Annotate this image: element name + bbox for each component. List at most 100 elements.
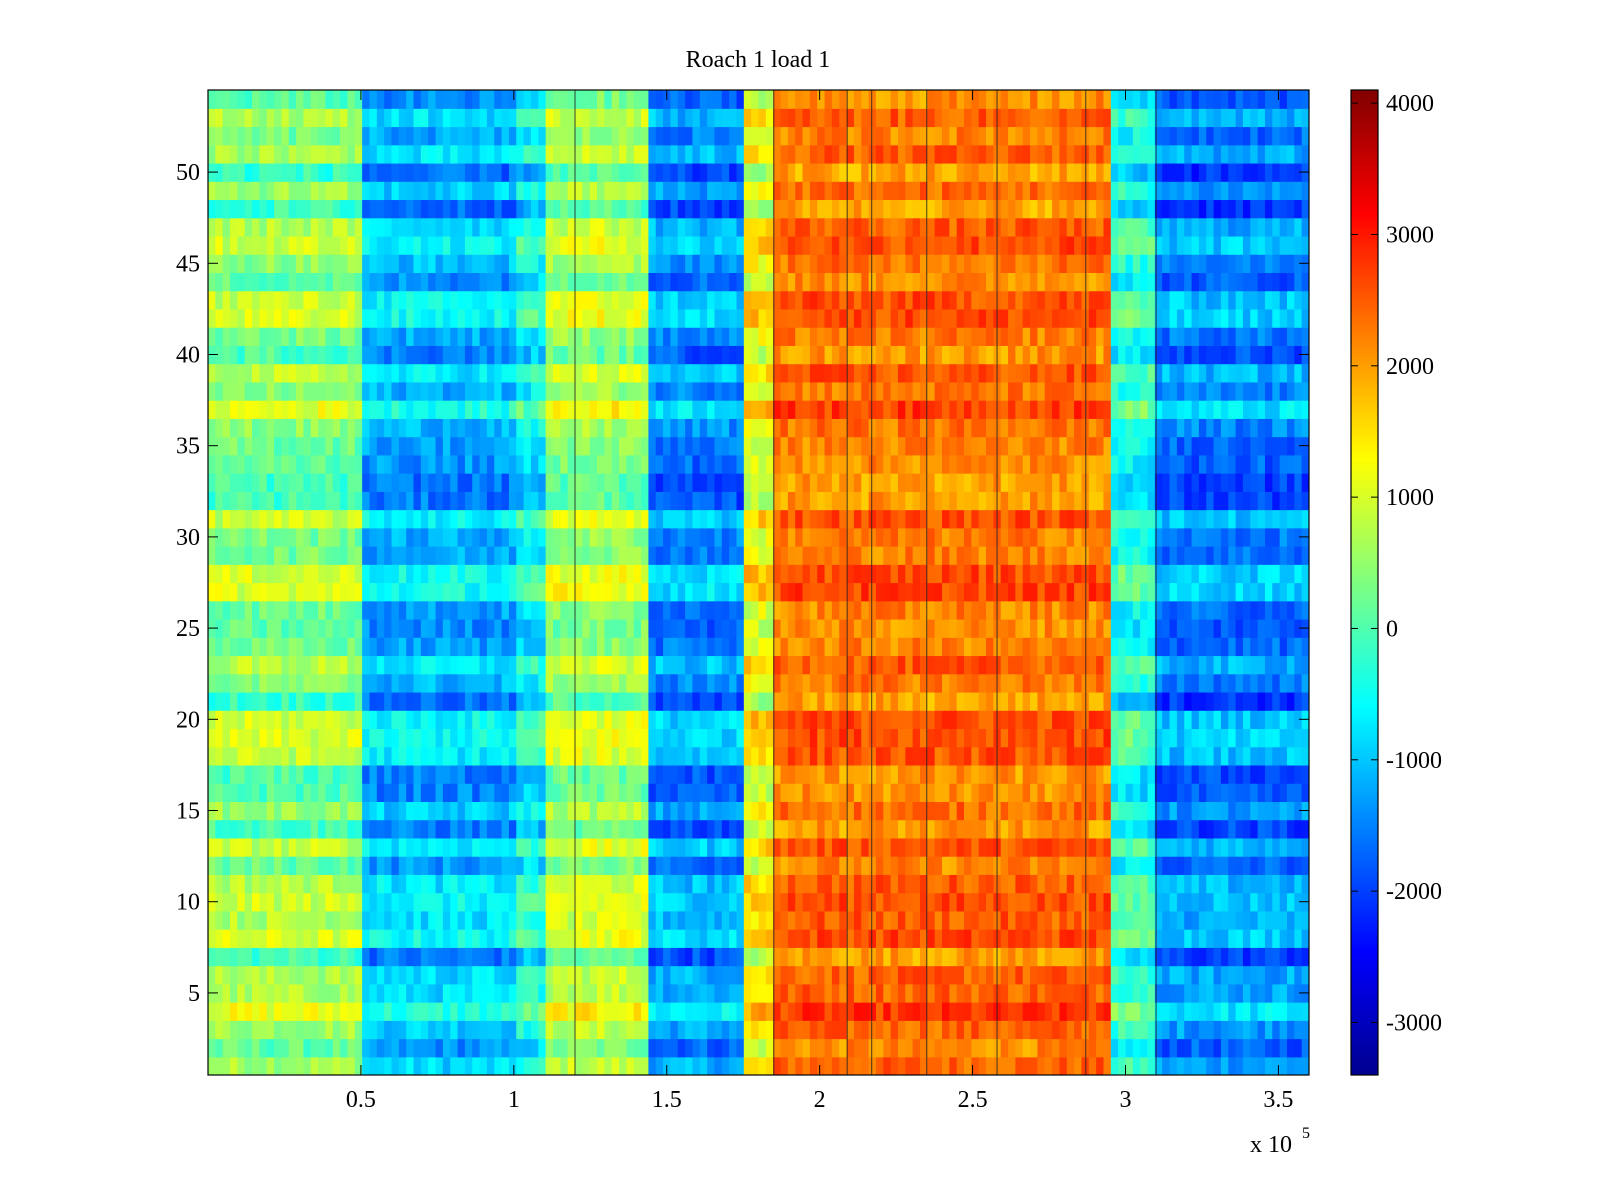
heatmap-cell [398,491,407,511]
heatmap-cell [457,546,466,565]
heatmap-cell [560,564,569,584]
heatmap-cell [538,710,547,730]
heatmap-cell [1140,856,1149,875]
heatmap-cell [971,783,980,802]
heatmap-cell [1264,582,1273,602]
heatmap-cell [523,983,532,1003]
heatmap-cell [626,728,635,748]
heatmap-cell [494,491,503,511]
heatmap-cell [274,618,282,638]
heatmap-cell [773,837,782,857]
heatmap-cell [310,874,319,894]
heatmap-cell [244,910,253,930]
heatmap-cell [1088,983,1097,1003]
heatmap-cell [589,892,598,912]
heatmap-cell [1220,691,1229,711]
heatmap-cell [1037,564,1046,584]
heatmap-cell [663,546,672,565]
heatmap-cell [1008,819,1016,839]
heatmap-cell [362,728,371,748]
heatmap-cell [1198,673,1207,693]
heatmap-cell [1103,710,1112,730]
heatmap-cell [567,673,576,693]
heatmap-cell [1022,764,1031,784]
heatmap-cell [464,600,473,620]
heatmap-cell [986,710,994,730]
heatmap-cell [1132,1056,1141,1075]
heatmap-cell [677,618,686,638]
heatmap-cell [831,473,840,492]
heatmap-cell [795,856,804,875]
heatmap-cell [208,546,216,565]
heatmap-cell [354,673,363,693]
heatmap-cell [956,874,965,894]
heatmap-cell [1008,473,1016,492]
heatmap-cell [964,655,972,675]
heatmap-cell [486,491,495,511]
heatmap-cell [641,673,649,693]
heatmap-cell [1008,728,1016,748]
heatmap-cell [942,637,950,657]
heatmap-cell [237,910,246,930]
heatmap-cell [508,856,517,875]
heatmap-cell [501,582,510,602]
heatmap-cell [1103,856,1112,875]
heatmap-cell [1191,491,1200,511]
heatmap-cell [1015,673,1024,693]
heatmap-cell [435,947,444,967]
heatmap-cell [1125,564,1134,584]
heatmap-cell [648,874,657,894]
heatmap-cell [861,637,870,657]
heatmap-cell [1206,637,1215,657]
heatmap-cell [237,856,246,875]
heatmap-cell [208,1020,216,1040]
heatmap-cell [332,710,341,730]
heatmap-cell [626,564,635,584]
heatmap-cell [332,856,341,875]
heatmap-cell [927,600,936,620]
heatmap-cell [1286,910,1295,930]
heatmap-cell [384,546,393,565]
heatmap-cell [552,655,561,675]
heatmap-cell [875,509,884,529]
heatmap-cell [1206,892,1215,912]
heatmap-cell [1132,546,1141,565]
heatmap-cell [442,983,451,1003]
heatmap-cell [479,983,488,1003]
heatmap-cell [1162,1002,1171,1021]
heatmap-cell [582,783,591,802]
heatmap-cell [861,491,870,511]
heatmap-cell [817,910,826,930]
heatmap-cell [340,473,349,492]
heatmap-cell [956,892,965,912]
heatmap-cell [1176,491,1185,511]
heatmap-cell [354,965,363,985]
heatmap-cell [743,892,752,912]
heatmap-cell [1030,728,1039,748]
heatmap-cell [1096,947,1105,967]
heatmap-cell [538,582,547,602]
heatmap-cell [259,637,268,657]
heatmap-cell [259,582,268,602]
heatmap-cell [912,491,921,511]
heatmap-cell [736,491,745,511]
heatmap-cell [670,527,679,547]
heatmap-cell [1250,673,1259,693]
heatmap-cell [274,582,282,602]
heatmap-cell [1008,618,1016,638]
heatmap-cell [648,783,657,802]
heatmap-cell [853,1020,862,1040]
heatmap-cell [552,618,561,638]
heatmap-cell [597,509,605,529]
heatmap-cell [1235,801,1244,821]
heatmap-cell [508,1038,517,1058]
heatmap-cell [1213,600,1222,620]
heatmap-cell [252,801,260,821]
heatmap-cell [1140,546,1149,565]
heatmap-cell [956,509,965,529]
heatmap-cell [875,673,884,693]
heatmap-cell [626,473,635,492]
heatmap-cell [685,764,694,784]
heatmap-cell [1286,637,1295,657]
heatmap-cell [758,929,767,948]
